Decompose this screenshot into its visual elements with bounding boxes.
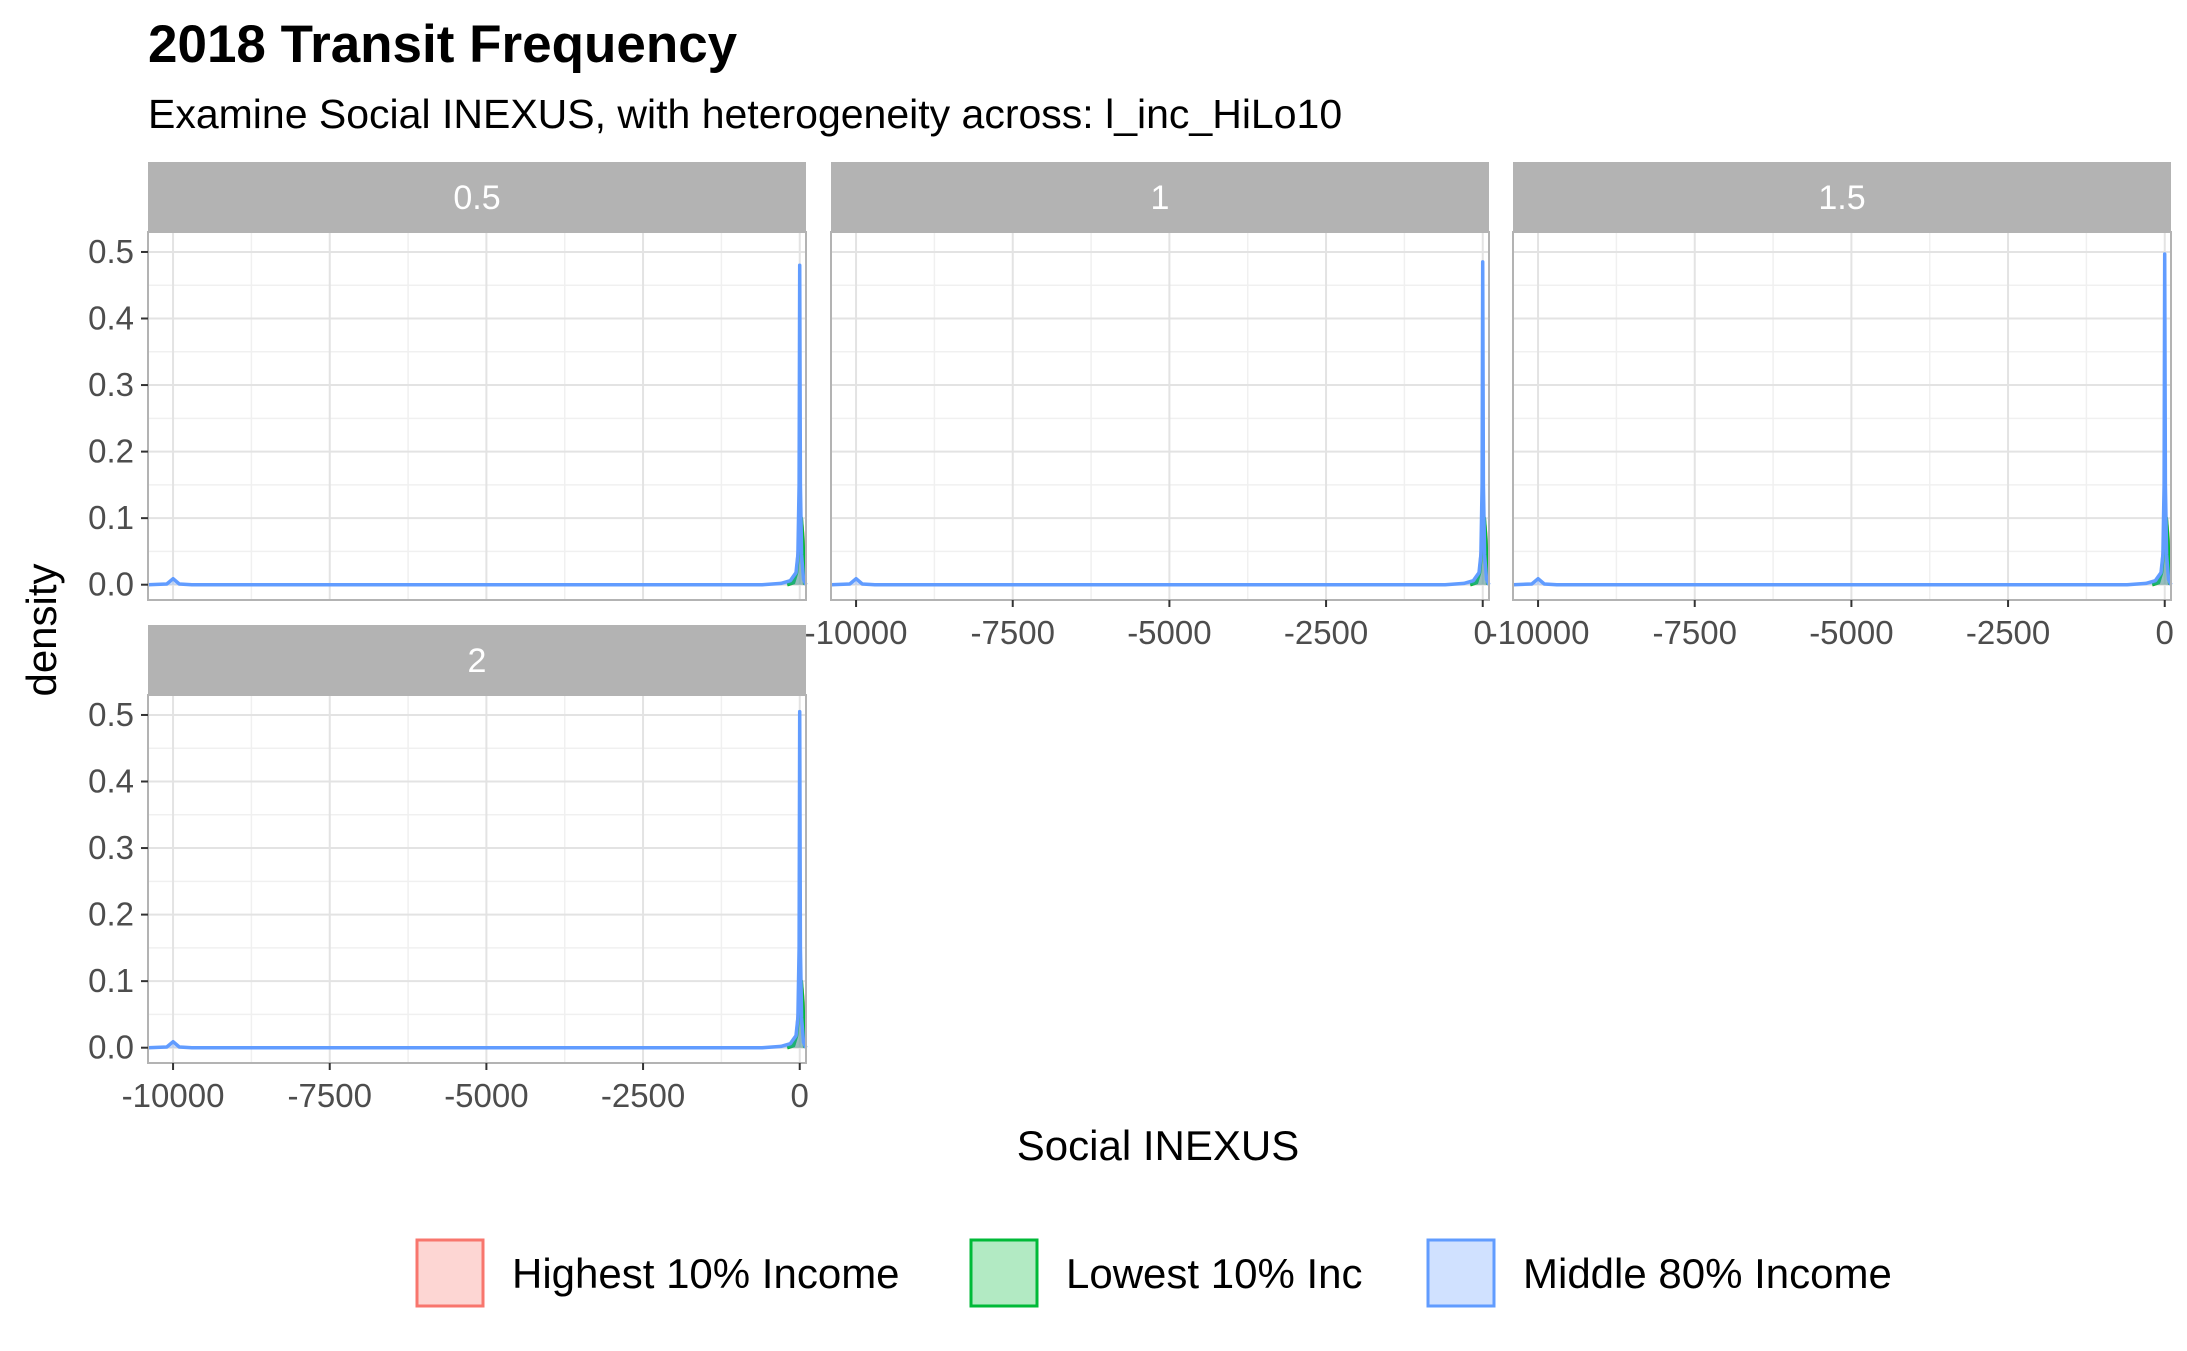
- x-tick-label: -7500: [971, 614, 1055, 651]
- y-tick-label: 0.2: [88, 433, 134, 470]
- density-area: [148, 711, 806, 1048]
- facet-panel: 1.5 -10000 -7500 -5000 -2500 0: [1487, 162, 2174, 651]
- y-tick-label: 0.0: [88, 566, 134, 603]
- legend-label: Highest 10% Income: [512, 1250, 900, 1297]
- y-tick-label: 0.5: [88, 696, 134, 733]
- facet-strip-label: 1: [1151, 179, 1170, 217]
- facet-strip: [1513, 162, 2171, 232]
- panel-border: [1512, 231, 2172, 601]
- facet-panels: 0.5 0.0 0.1 0.2 0.3 0.4 0.5 1 -10000 -7500 -5000 -2…: [88, 162, 2174, 1114]
- legend-key: [1426, 1238, 1496, 1308]
- x-tick-label: 0: [2156, 614, 2174, 651]
- x-tick-label: -7500: [288, 1077, 372, 1114]
- x-tick-label: -5000: [1127, 614, 1211, 651]
- x-tick-label: -10000: [1487, 614, 1590, 651]
- facet-strip-label: 2: [468, 642, 487, 680]
- facet-strip: [148, 162, 806, 232]
- x-tick-label: 0: [1474, 614, 1492, 651]
- facet-strip-label: 0.5: [453, 179, 500, 217]
- y-tick-label: 0.3: [88, 829, 134, 866]
- density-area: [831, 261, 1489, 585]
- x-tick-label: -2500: [1284, 614, 1368, 651]
- y-tick-label: 0.1: [88, 499, 134, 536]
- density-line: [147, 263, 808, 587]
- facet-strip-label: 1.5: [1818, 179, 1865, 217]
- x-tick-label: -5000: [1809, 614, 1893, 651]
- facet-panel: 2 0.0 0.1 0.2 0.3 0.4 0.5 -10000 -7500 -5000 -2500…: [88, 625, 809, 1114]
- facet-panel: 0.5 0.0 0.1 0.2 0.3 0.4 0.5: [88, 162, 808, 603]
- chart-subtitle: Examine Social INEXUS, with heterogeneit…: [148, 91, 1342, 137]
- density-line: [147, 709, 808, 1050]
- legend-key: [969, 1238, 1039, 1308]
- y-tick-label: 0.2: [88, 896, 134, 933]
- x-tick-label: -5000: [444, 1077, 528, 1114]
- facet-strip: [831, 162, 1489, 232]
- x-tick-label: -2500: [1966, 614, 2050, 651]
- density-area: [1513, 254, 2171, 585]
- density-line: [830, 260, 1491, 587]
- density-line: [1512, 252, 2173, 587]
- panel-border: [147, 231, 807, 601]
- facet-strip: [148, 625, 806, 695]
- x-tick-label: -10000: [122, 1077, 225, 1114]
- x-tick-label: -10000: [805, 614, 908, 651]
- y-axis-label: density: [18, 563, 65, 696]
- panel-border: [830, 231, 1490, 601]
- legend-label: Lowest 10% Inc: [1066, 1250, 1363, 1297]
- chart-title: 2018 Transit Frequency: [148, 15, 738, 74]
- y-tick-label: 0.4: [88, 300, 134, 337]
- legend-item: Lowest 10% Inc: [969, 1238, 1363, 1308]
- y-tick-label: 0.3: [88, 366, 134, 403]
- legend: Highest 10% Income Lowest 10% Inc Middle 8…: [415, 1238, 1892, 1308]
- panel-border: [147, 694, 807, 1064]
- x-axis-label: Social INEXUS: [1017, 1122, 1299, 1169]
- y-tick-label: 0.0: [88, 1029, 134, 1066]
- legend-key: [415, 1238, 485, 1308]
- density-area: [148, 265, 806, 585]
- legend-item: Highest 10% Income: [415, 1238, 900, 1308]
- y-tick-label: 0.5: [88, 233, 134, 270]
- x-tick-label: 0: [791, 1077, 809, 1114]
- legend-item: Middle 80% Income: [1426, 1238, 1892, 1308]
- y-tick-label: 0.4: [88, 763, 134, 800]
- x-tick-label: -7500: [1653, 614, 1737, 651]
- x-tick-label: -2500: [601, 1077, 685, 1114]
- y-tick-label: 0.1: [88, 962, 134, 999]
- legend-label: Middle 80% Income: [1523, 1250, 1892, 1297]
- facet-panel: 1 -10000 -7500 -5000 -2500 0: [805, 162, 1492, 651]
